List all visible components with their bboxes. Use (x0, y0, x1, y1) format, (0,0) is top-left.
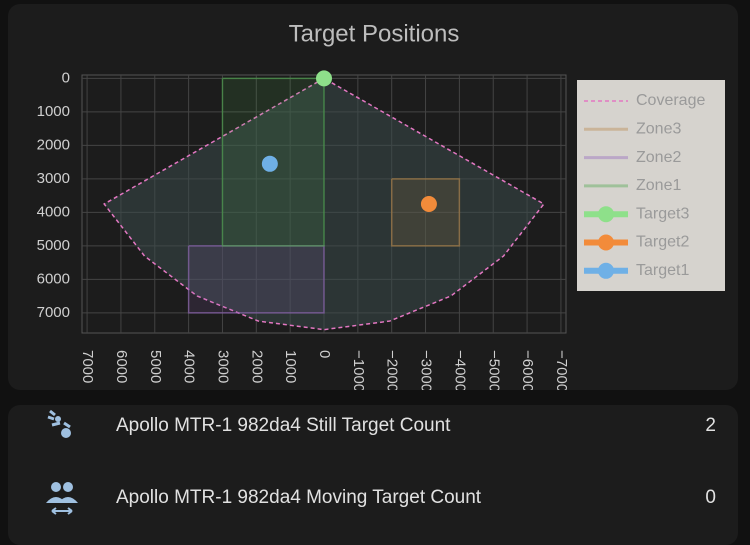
y-tick-label: 3000 (37, 170, 70, 187)
series-area (187, 245, 325, 314)
x-tick-label: −1000 (350, 350, 367, 390)
chart-card: Target Positions 0 1000 2000 3000 4000 5000 60… (8, 4, 738, 390)
target-point (261, 155, 278, 172)
legend-label: Target3 (636, 205, 689, 222)
entity-row[interactable]: Apollo MTR-1 982da4 Moving Target Count … (8, 477, 738, 517)
still-icon (47, 409, 71, 438)
entity-state: 2 (705, 415, 716, 436)
y-tick-label: 5000 (37, 237, 70, 254)
legend-label: Target2 (636, 234, 689, 251)
x-tick-label: −2000 (384, 350, 401, 390)
legend-swatch (598, 234, 614, 251)
x-tick-label: 0 (316, 350, 333, 358)
moving-icon (46, 482, 78, 515)
x-tick-label: −7000 (553, 350, 570, 390)
y-tick-label: 7000 (37, 304, 70, 321)
chart-title: Target Positions (289, 20, 460, 47)
entity-name: Apollo MTR-1 982da4 Still Target Count (116, 415, 451, 436)
x-tick-label: −5000 (485, 350, 502, 390)
legend-swatch (598, 206, 614, 223)
x-tick-label: 4000 (181, 350, 198, 383)
target-point (420, 196, 437, 212)
entity-state: 0 (705, 487, 716, 508)
entity-row[interactable]: Apollo MTR-1 982da4 Still Target Count 2 (8, 405, 738, 445)
legend-box (577, 80, 725, 291)
x-tick-label: 2000 (248, 350, 265, 383)
x-tick-label: −4000 (451, 350, 468, 390)
y-tick-label: 4000 (37, 203, 70, 220)
y-tick-label: 2000 (37, 136, 70, 153)
legend-label: Zone3 (636, 121, 681, 138)
x-tick-label: 6000 (113, 350, 130, 383)
entity-name: Apollo MTR-1 982da4 Moving Target Count (116, 487, 482, 508)
target-point (316, 70, 332, 87)
series-area (390, 178, 461, 247)
y-tick-label: 0 (62, 69, 70, 86)
x-tick-label: −3000 (418, 350, 435, 390)
legend-swatch (598, 262, 614, 279)
x-tick-label: 5000 (147, 350, 164, 383)
x-tick-label: −6000 (519, 350, 536, 390)
x-tick-label: 7000 (79, 350, 96, 383)
legend-label: Target1 (636, 262, 689, 279)
legend: Coverage Zone3 Zone2 Zone1 Target3 Target2 Tar… (577, 80, 725, 291)
legend-label: Coverage (636, 92, 705, 109)
x-tick-label: 1000 (282, 350, 299, 383)
y-tick-label: 1000 (37, 103, 70, 120)
entity-card: Apollo MTR-1 982da4 Still Target Count 2… (8, 405, 738, 545)
y-tick-label: 6000 (37, 270, 70, 287)
legend-label: Zone2 (636, 149, 681, 166)
chart: Target Positions 0 1000 2000 3000 4000 5000 60… (37, 20, 725, 390)
legend-label: Zone1 (636, 177, 681, 194)
x-tick-label: 3000 (214, 350, 231, 383)
